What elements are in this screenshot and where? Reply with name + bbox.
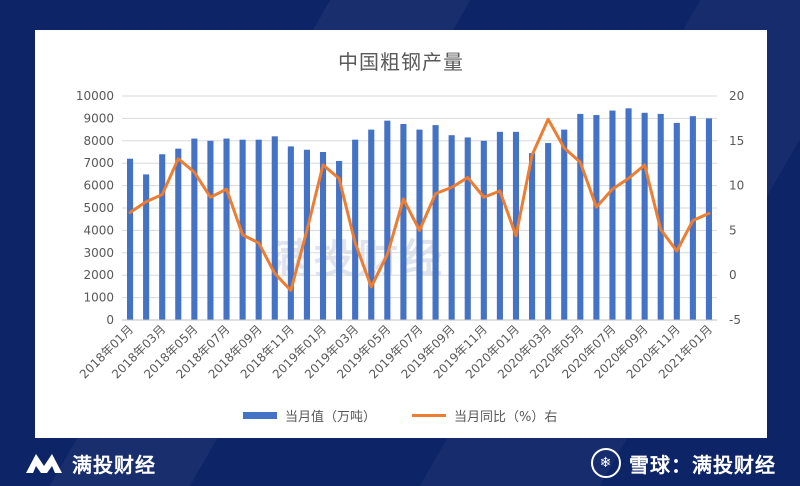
y-left-tick-label: 9000 bbox=[83, 111, 114, 125]
y-left-tick-label: 6000 bbox=[83, 179, 114, 193]
y-left-tick-label: 5000 bbox=[83, 201, 114, 215]
chart-canvas: 0100020003000400050006000700080009000100… bbox=[76, 89, 744, 381]
bar bbox=[416, 129, 423, 320]
bar bbox=[561, 129, 568, 320]
y-right-tick-label: 0 bbox=[729, 268, 737, 282]
y-left-tick-label: 4000 bbox=[83, 223, 114, 237]
bar bbox=[657, 113, 664, 320]
legend-swatch-line bbox=[412, 413, 446, 417]
brand-logo-icon bbox=[26, 454, 62, 473]
bar bbox=[512, 131, 520, 320]
bar bbox=[400, 124, 407, 320]
legend-label-line: 当月同比（%）右 bbox=[454, 409, 558, 425]
bar bbox=[207, 140, 214, 320]
bar bbox=[287, 146, 294, 320]
legend-item-bars: 当月值（万吨） bbox=[243, 405, 376, 425]
y-right-tick-label: 15 bbox=[729, 134, 744, 148]
bar bbox=[368, 129, 375, 320]
snowball-icon: ❄ bbox=[591, 448, 621, 478]
legend-swatch-bar bbox=[243, 411, 277, 419]
bar bbox=[609, 110, 616, 320]
bar bbox=[191, 138, 198, 320]
y-right-tick-label: 10 bbox=[729, 179, 744, 193]
chart-title: 中国粗钢产量 bbox=[338, 50, 464, 74]
legend-item-line: 当月同比（%）右 bbox=[412, 405, 557, 425]
bar bbox=[319, 152, 327, 320]
bar bbox=[577, 113, 584, 320]
bar bbox=[641, 112, 648, 320]
brand-name-right: 雪球：满投财经 bbox=[629, 452, 776, 477]
bar bbox=[673, 122, 680, 320]
bar bbox=[689, 116, 696, 320]
y-left-tick-label: 10000 bbox=[76, 89, 114, 103]
y-left-tick-label: 1000 bbox=[83, 291, 114, 305]
y-left-tick-label: 3000 bbox=[83, 246, 114, 260]
legend-label-bars: 当月值（万吨） bbox=[285, 409, 377, 425]
y-right-tick-label: -5 bbox=[729, 313, 741, 327]
y-right-tick-label: 5 bbox=[729, 223, 737, 237]
bar bbox=[271, 136, 278, 320]
bar bbox=[223, 138, 230, 320]
brand-name-left: 满投财经 bbox=[72, 452, 156, 477]
bar bbox=[175, 148, 182, 320]
y-left-tick-label: 2000 bbox=[83, 268, 114, 282]
y-left-tick-label: 8000 bbox=[83, 134, 114, 148]
y-left-tick-label: 0 bbox=[106, 313, 114, 327]
bar bbox=[255, 139, 262, 320]
bar bbox=[448, 135, 455, 320]
bar bbox=[239, 139, 246, 320]
bar bbox=[336, 160, 343, 320]
bar bbox=[159, 154, 166, 320]
brand-logo-right: ❄ 雪球：满投财经 bbox=[591, 448, 776, 478]
bar bbox=[464, 137, 471, 320]
bar bbox=[496, 131, 503, 320]
bar bbox=[593, 115, 600, 320]
bar bbox=[529, 153, 536, 320]
y-right-tick-label: 20 bbox=[729, 89, 744, 103]
chart-panel: 中国粗钢产量 满投财经 0100020003000400050006000700… bbox=[35, 30, 767, 438]
bar bbox=[352, 139, 359, 320]
bar bbox=[625, 108, 632, 320]
bar bbox=[126, 158, 134, 320]
bar bbox=[432, 125, 439, 321]
bar bbox=[384, 120, 391, 320]
brand-logo-left: 满投财经 bbox=[24, 448, 156, 478]
bar bbox=[480, 140, 487, 320]
bar bbox=[545, 143, 552, 320]
bar bbox=[143, 174, 150, 320]
bar bbox=[705, 118, 713, 321]
y-left-tick-label: 7000 bbox=[83, 156, 114, 170]
